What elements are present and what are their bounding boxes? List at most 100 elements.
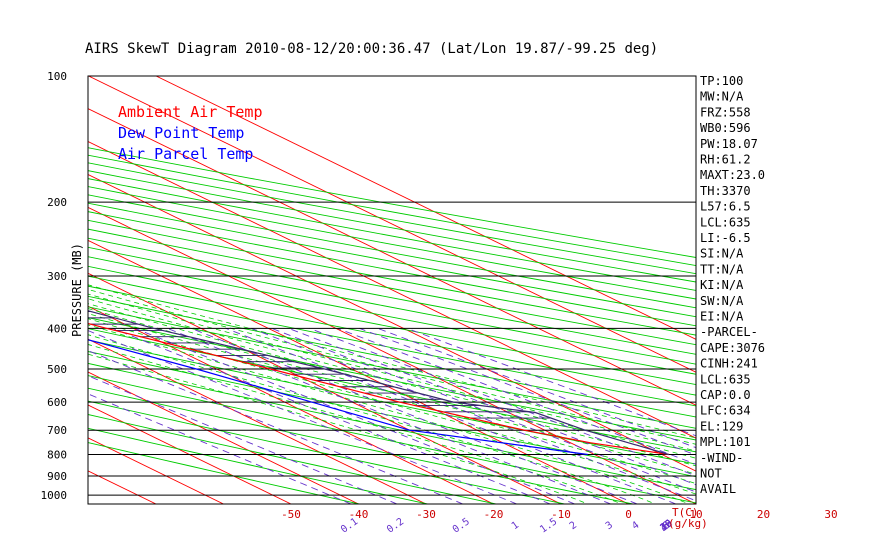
bottom-temperature-tick-label: -30 (416, 508, 436, 521)
stats-item: L57:6.5 (700, 200, 751, 214)
mixing-ratio-line (88, 350, 464, 504)
pressure-tick-label: 800 (47, 449, 67, 462)
mixing-ratio-line (112, 327, 551, 504)
bottom-temperature-tick-labels: -50-40-30-20-10010203040 (281, 508, 838, 521)
isotherm-line (88, 338, 427, 504)
dry-adiabat-line (88, 339, 696, 465)
mixing-ratio-line (88, 375, 398, 504)
dry-adiabat-line (88, 414, 496, 504)
stats-item: CAPE:3076 (700, 341, 765, 355)
dry-adiabat-line (88, 211, 696, 327)
mixing-ratio-line (337, 327, 696, 465)
mixing-ratio-line (271, 327, 696, 493)
dry-adiabat-line (88, 162, 696, 275)
mixing-ratio-tick-label: 2 (568, 520, 579, 532)
pressure-tick-label: 900 (47, 470, 67, 483)
dry-adiabat-line (88, 178, 696, 291)
dry-adiabat-line (88, 306, 696, 429)
pressure-tick-label: 400 (47, 322, 67, 335)
bottom-temperature-tick-label: 30 (824, 508, 837, 521)
dry-adiabat-line (88, 427, 428, 504)
isotherm-line (88, 108, 696, 406)
stats-item: MAXT:23.0 (700, 168, 765, 182)
stats-item: MPL:101 (700, 435, 751, 449)
dry-adiabat-line (88, 228, 696, 346)
dry-adiabat-line (88, 246, 696, 365)
mixing-ratio-tick-label: 0.5 (451, 516, 472, 535)
air-parcel-temp-line (88, 310, 669, 456)
dry-adiabat-line (88, 202, 696, 318)
pressure-tick-label: 300 (47, 270, 67, 283)
dry-adiabat-line (88, 400, 565, 504)
plot-frame (87, 75, 697, 505)
pressure-tick-label: 100 (47, 70, 67, 83)
temperature-unit-label: T(C) (672, 506, 699, 519)
dry-adiabat-line (88, 194, 696, 309)
moist-adiabat-line (88, 284, 696, 439)
isotherm-line (88, 206, 696, 504)
bottom-temperature-tick-label: -10 (551, 508, 571, 521)
mixing-ratio-line (251, 327, 696, 502)
moist-adiabat-line (88, 344, 622, 504)
bottom-temperature-tick-label: 10 (689, 508, 702, 521)
stats-item: EL:129 (700, 419, 743, 433)
isotherm-line (88, 305, 494, 504)
legend-dewpoint: Dew Point Temp (118, 124, 244, 142)
mixing-ratio-line (134, 327, 575, 504)
stats-item: MW:N/A (700, 90, 744, 104)
moist-adiabat-line (88, 288, 696, 445)
mixing-ratio-line (225, 327, 677, 504)
mixing-ratio-unit-label: (g/kg) (668, 517, 708, 530)
dry-adiabat-line (88, 351, 696, 478)
dry-adiabat-line (88, 375, 696, 504)
stats-item: KI:N/A (700, 278, 744, 292)
pressure-tick-label: 200 (47, 196, 67, 209)
stats-item: SW:N/A (700, 294, 744, 308)
mixing-ratio-line (406, 327, 696, 437)
dry-adiabat-line (88, 328, 696, 453)
mixing-ratio-line (288, 327, 696, 486)
isotherm-line (88, 404, 292, 504)
isotherm-line (88, 173, 696, 472)
pressure-tick-label: 700 (47, 424, 67, 437)
moist-adiabat-line (88, 313, 696, 484)
moist-adiabat-line (88, 308, 696, 475)
stats-item: RH:61.2 (700, 153, 751, 167)
dry-adiabat-line (88, 219, 696, 336)
pressure-tick-label: 500 (47, 363, 67, 376)
bottom-temperature-tick-label: 20 (757, 508, 770, 521)
isotherm-line (88, 141, 696, 439)
chart-title: AIRS SkewT Diagram 2010-08-12/20:00:36.4… (85, 41, 658, 57)
stats-item: WB0:596 (700, 121, 751, 135)
dry-adiabat-line (88, 147, 696, 258)
moist-adiabat-line (88, 353, 589, 504)
stats-item: TH:3370 (700, 184, 751, 198)
mixing-ratio-line (167, 327, 611, 504)
stats-item: AVAIL (700, 482, 736, 496)
moist-adiabat-line (88, 293, 696, 452)
legend: Ambient Air Temp Dew Point Temp Air Parc… (118, 103, 263, 163)
stats-item: LCL:635 (700, 372, 751, 386)
stats-item: LCL:635 (700, 215, 751, 229)
dry-adiabat-line (88, 275, 696, 396)
dry-adiabat-line (88, 295, 696, 418)
ambient-air-temp-line (88, 322, 669, 456)
mixing-ratio-tick-label: 4 (630, 520, 641, 532)
dry-adiabat-line (88, 186, 696, 300)
dry-adiabat-line (88, 170, 696, 283)
pressure-tick-label: 1000 (41, 489, 68, 502)
pressure-tick-labels: 100 200 300 400 500 600 700 800 900 1000 (41, 70, 68, 502)
isotherm-line (88, 76, 696, 373)
mixing-ratio-line (88, 393, 352, 504)
isotherm-line (88, 239, 629, 504)
moist-adiabat-line (88, 334, 656, 504)
bottom-temperature-tick-label: -20 (484, 508, 504, 521)
bottom-temperature-tick-label: -50 (281, 508, 301, 521)
stats-item: CINH:241 (700, 357, 758, 371)
mixing-ratio-line (190, 327, 638, 504)
stats-item: LI:-6.5 (700, 231, 751, 245)
dry-adiabat-line (88, 387, 633, 504)
legend-ambient: Ambient Air Temp (118, 103, 263, 121)
dew-point-temp-line (88, 339, 588, 456)
